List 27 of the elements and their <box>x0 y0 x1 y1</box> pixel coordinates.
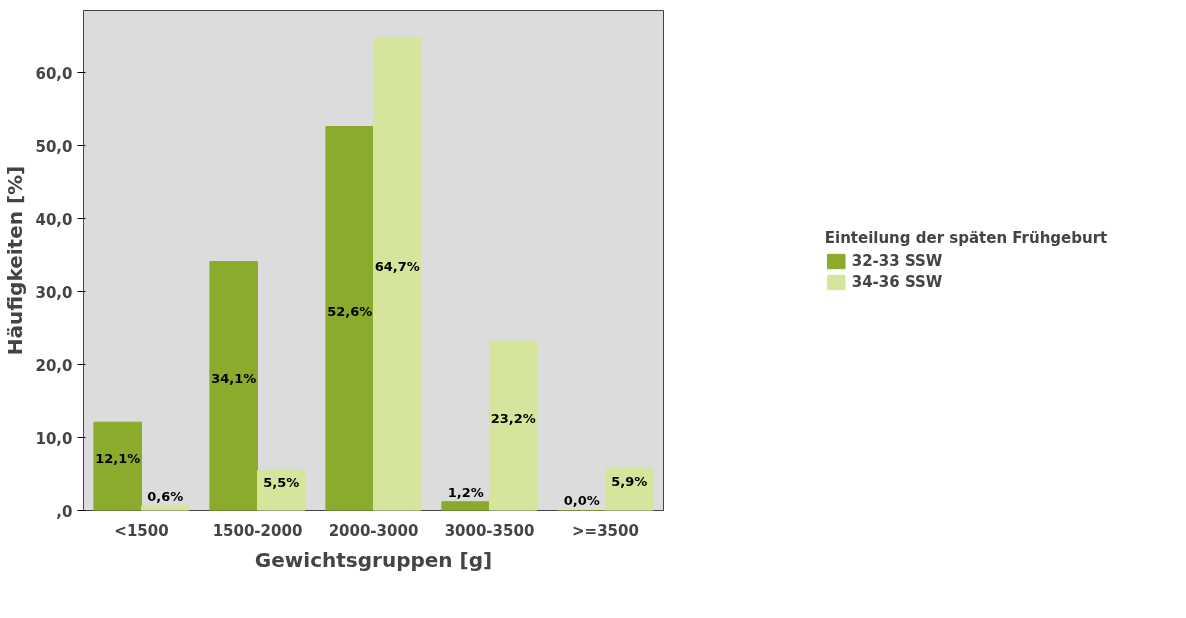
legend-label: 34-36 SSW <box>851 273 943 291</box>
data-label: 52,6% <box>327 303 373 319</box>
y-tick-label: 60,0 <box>35 64 73 83</box>
legend-label: 32-33 SSW <box>851 252 943 270</box>
y-tick-label: 20,0 <box>35 356 73 375</box>
x-tick-label: 3000-3500 <box>444 521 535 540</box>
data-label: 0,6% <box>147 488 184 504</box>
legend-title: Einteilung der späten Frühgeburt <box>824 229 1108 247</box>
data-label: 5,5% <box>263 475 300 491</box>
x-axis-title: Gewichtsgruppen [g] <box>254 547 493 572</box>
data-label: 12,1% <box>95 451 141 467</box>
x-tick-label: >=3500 <box>572 521 639 540</box>
data-label: 34,1% <box>211 371 257 387</box>
data-label: 5,9% <box>611 473 648 489</box>
data-label: 1,2% <box>447 484 484 500</box>
y-tick-label: 40,0 <box>35 210 73 229</box>
x-tick-label: <1500 <box>114 521 169 540</box>
y-axis-title: Häufigkeiten [%] <box>3 165 28 356</box>
data-label: 64,7% <box>374 259 420 275</box>
data-label: 23,2% <box>490 410 536 426</box>
y-tick-label: 30,0 <box>35 283 73 302</box>
y-tick-label: ,0 <box>56 502 73 521</box>
data-label: 0,0% <box>563 493 600 509</box>
x-tick-label: 1500-2000 <box>212 521 303 540</box>
x-tick-label: 2000-3000 <box>328 521 419 540</box>
y-tick-label: 50,0 <box>35 137 73 156</box>
y-tick-label: 10,0 <box>35 429 73 448</box>
